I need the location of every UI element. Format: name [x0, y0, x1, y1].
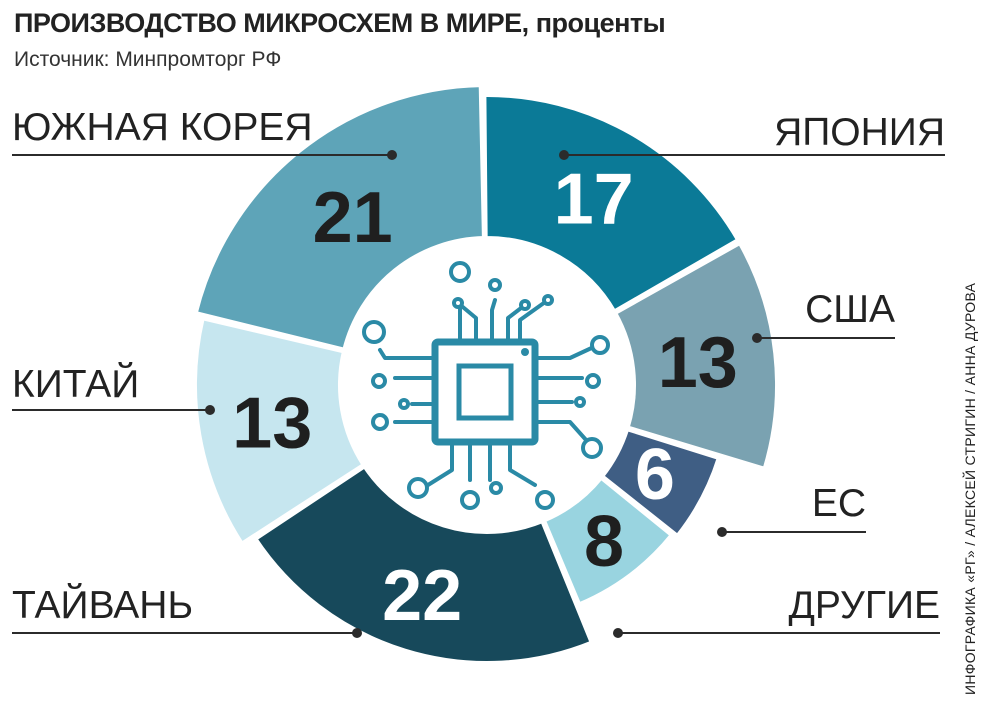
microchip-icon — [362, 261, 610, 510]
chip-trace-end-5 — [362, 320, 386, 344]
slice-label-4: ТАЙВАНЬ — [12, 582, 193, 627]
slice-2 — [599, 426, 722, 539]
slice-value-2: 6 — [635, 435, 675, 515]
center-disc — [342, 240, 632, 530]
slice-5 — [193, 315, 367, 547]
slice-label-2: ЕС — [812, 482, 866, 525]
chip-trace-end-15 — [489, 481, 503, 495]
slice-1 — [612, 240, 779, 472]
slice-label-5: КИТАЙ — [12, 361, 139, 406]
slices-group — [193, 83, 779, 665]
source-note: Источник: Минпромторг РФ — [14, 48, 282, 71]
chip-trace-end-4 — [542, 294, 554, 306]
callout-dot-5 — [205, 405, 215, 415]
callout-dot-2 — [717, 527, 727, 537]
chip-trace-5 — [378, 348, 437, 360]
chip-trace-end-6 — [371, 373, 387, 389]
title-unit: проценты — [535, 8, 666, 38]
callout-dot-4 — [352, 628, 362, 638]
slice-3 — [541, 474, 675, 608]
chip-trace-end-0 — [449, 261, 471, 283]
slice-label-0: ЯПОНИЯ — [774, 111, 945, 154]
chip-trace-end-2 — [488, 278, 502, 292]
chip-trace-end-10 — [585, 373, 601, 389]
chip-trace-end-12 — [581, 437, 603, 459]
chip-trace-13 — [418, 440, 454, 492]
chip-trace-end-16 — [535, 490, 555, 510]
slice-value-1: 13 — [658, 323, 738, 403]
chip-pin-marker — [521, 348, 529, 356]
title-text: ПРОИЗВОДСТВО МИКРОСХЕМ В МИРЕ, — [14, 8, 529, 38]
slice-value-0: 17 — [554, 159, 634, 239]
callout-dot-3 — [613, 628, 623, 638]
chart-title: ПРОИЗВОДСТВО МИКРОСХЕМ В МИРЕ, проценты — [14, 8, 666, 39]
slice-4 — [252, 463, 595, 665]
slice-value-3: 8 — [584, 502, 624, 582]
callout-dot-0 — [559, 150, 569, 160]
callout-dot-6 — [387, 150, 397, 160]
chip-trace-9 — [533, 343, 600, 360]
callout-dot-1 — [752, 333, 762, 343]
chip-trace-end-8 — [371, 413, 389, 431]
chip-body — [431, 338, 539, 446]
chip-trace-end-13 — [407, 477, 429, 499]
slice-value-5: 13 — [232, 383, 312, 463]
chip-trace-16 — [508, 440, 537, 487]
chip-trace-end-9 — [590, 335, 610, 355]
chip-trace-2 — [490, 298, 497, 344]
callouts-group: ЯПОНИЯ США ЕС ДРУГИЕ ТАЙВАНЬ КИТАЙ ЮЖНАЯ КОРЕЯ — [12, 106, 945, 638]
chip-trace-4 — [518, 298, 550, 344]
chip-trace-end-11 — [574, 396, 586, 408]
slice-label-6: ЮЖНАЯ КОРЕЯ — [12, 106, 313, 149]
slice-label-1: США — [805, 288, 895, 331]
slice-label-3: ДРУГИЕ — [788, 584, 940, 627]
chip-trace-end-3 — [519, 299, 531, 311]
chip-core — [456, 363, 514, 421]
chip-trace-3 — [506, 303, 527, 344]
chip-trace-end-1 — [452, 297, 464, 309]
chip-trace-1 — [456, 301, 478, 344]
slice-value-4: 22 — [382, 556, 462, 636]
values-group: 17 13 68 22 13 21 — [232, 159, 738, 636]
slice-value-6: 21 — [313, 178, 393, 258]
chip-trace-end-7 — [398, 398, 410, 410]
chip-trace-end-14 — [460, 490, 480, 510]
slice-0 — [482, 93, 741, 315]
slice-6 — [193, 83, 486, 353]
